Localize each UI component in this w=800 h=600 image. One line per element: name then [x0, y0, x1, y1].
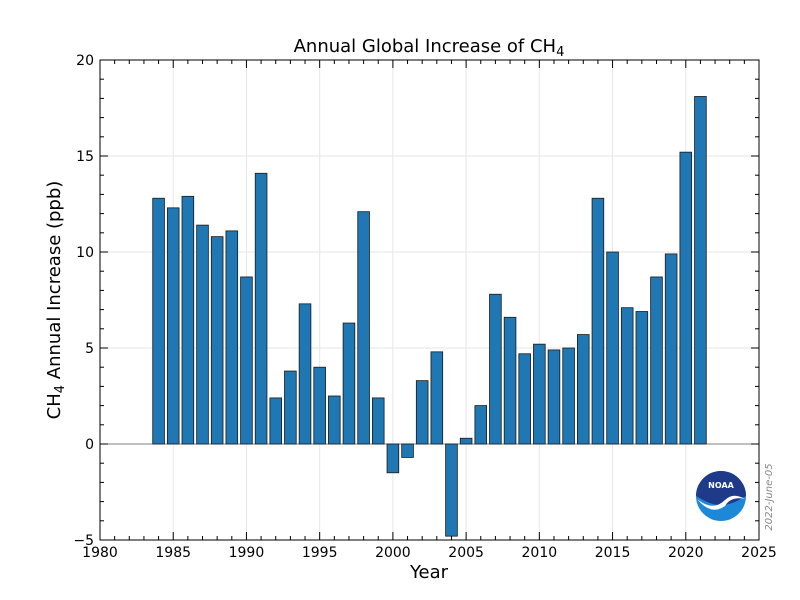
bar-1992	[269, 397, 283, 445]
bar-1997	[342, 322, 356, 445]
bar-2002	[415, 380, 429, 445]
x-tick-label: 2005	[448, 545, 484, 561]
bar-1986	[181, 195, 195, 445]
bar-2020	[679, 151, 693, 445]
bar-2008	[503, 316, 517, 445]
bar-1993	[284, 370, 297, 445]
bar-2017	[635, 311, 649, 445]
bar-2000	[386, 443, 400, 474]
axis-ticks	[99, 59, 760, 541]
bar-2011	[547, 349, 561, 445]
bar-2012	[562, 347, 575, 445]
x-axis-tick-labels: 1980 1985 1990 1995 2000 2005 2010 2015 2020 2025	[82, 545, 777, 561]
bar-1991	[254, 172, 268, 445]
y-tick-label: 15	[76, 149, 94, 165]
bar-1988	[210, 236, 224, 445]
y-tick-label: 20	[76, 53, 94, 69]
bar-1989	[225, 230, 239, 445]
noaa-logo-text: NOAA	[708, 481, 734, 490]
y-tick-label: 5	[85, 341, 94, 357]
bar-2009	[518, 353, 531, 445]
y-tick-label: −5	[73, 533, 94, 549]
x-tick-label: 2020	[668, 545, 704, 561]
bar-2018	[650, 276, 663, 445]
bar-1985	[166, 207, 180, 445]
bar-1996	[328, 395, 341, 445]
bar-1999	[371, 397, 385, 445]
bar-1984	[152, 197, 165, 445]
bar-1990	[240, 276, 253, 445]
bar-2015	[606, 251, 619, 445]
bar-2021	[694, 96, 707, 445]
bar-2013	[577, 334, 590, 445]
x-tick-label: 1990	[229, 545, 265, 561]
y-axis-tick-labels: −5 0 5 10 15 20	[73, 53, 94, 549]
bar-2019	[664, 253, 678, 445]
noaa-logo: NOAA	[696, 471, 746, 521]
bar-2003	[430, 351, 444, 445]
bar-2006	[474, 405, 488, 445]
bars	[152, 96, 707, 537]
bar-1994	[298, 303, 312, 445]
x-tick-label: 1995	[302, 545, 338, 561]
x-tick-label: 2015	[595, 545, 631, 561]
noaa-bird-icon	[697, 495, 745, 510]
x-tick-label: 2000	[375, 545, 411, 561]
bar-2004	[445, 443, 458, 537]
bar-1987	[196, 224, 209, 445]
bar-2014	[591, 197, 605, 445]
y-axis-label: CH4 Annual Increase (ppb)	[44, 181, 68, 420]
chart-title: Annual Global Increase of CH4	[294, 36, 565, 60]
bar-2016	[620, 307, 634, 445]
y-tick-label: 10	[76, 245, 94, 261]
date-watermark: 2022-June-05	[764, 463, 775, 530]
bar-2005	[459, 437, 473, 445]
bar-1995	[313, 366, 326, 445]
plot-frame	[99, 59, 760, 541]
x-tick-label: 1980	[82, 545, 118, 561]
x-tick-label: 1985	[155, 545, 191, 561]
bar-2007	[489, 293, 502, 445]
y-tick-label: 0	[85, 437, 94, 453]
bar-2001	[401, 443, 414, 458]
plot-area	[99, 59, 760, 541]
x-axis-label: Year	[409, 562, 449, 583]
x-tick-label: 2025	[741, 545, 777, 561]
x-tick-label: 2010	[522, 545, 558, 561]
bar-1998	[357, 211, 370, 445]
bar-2010	[533, 343, 546, 445]
